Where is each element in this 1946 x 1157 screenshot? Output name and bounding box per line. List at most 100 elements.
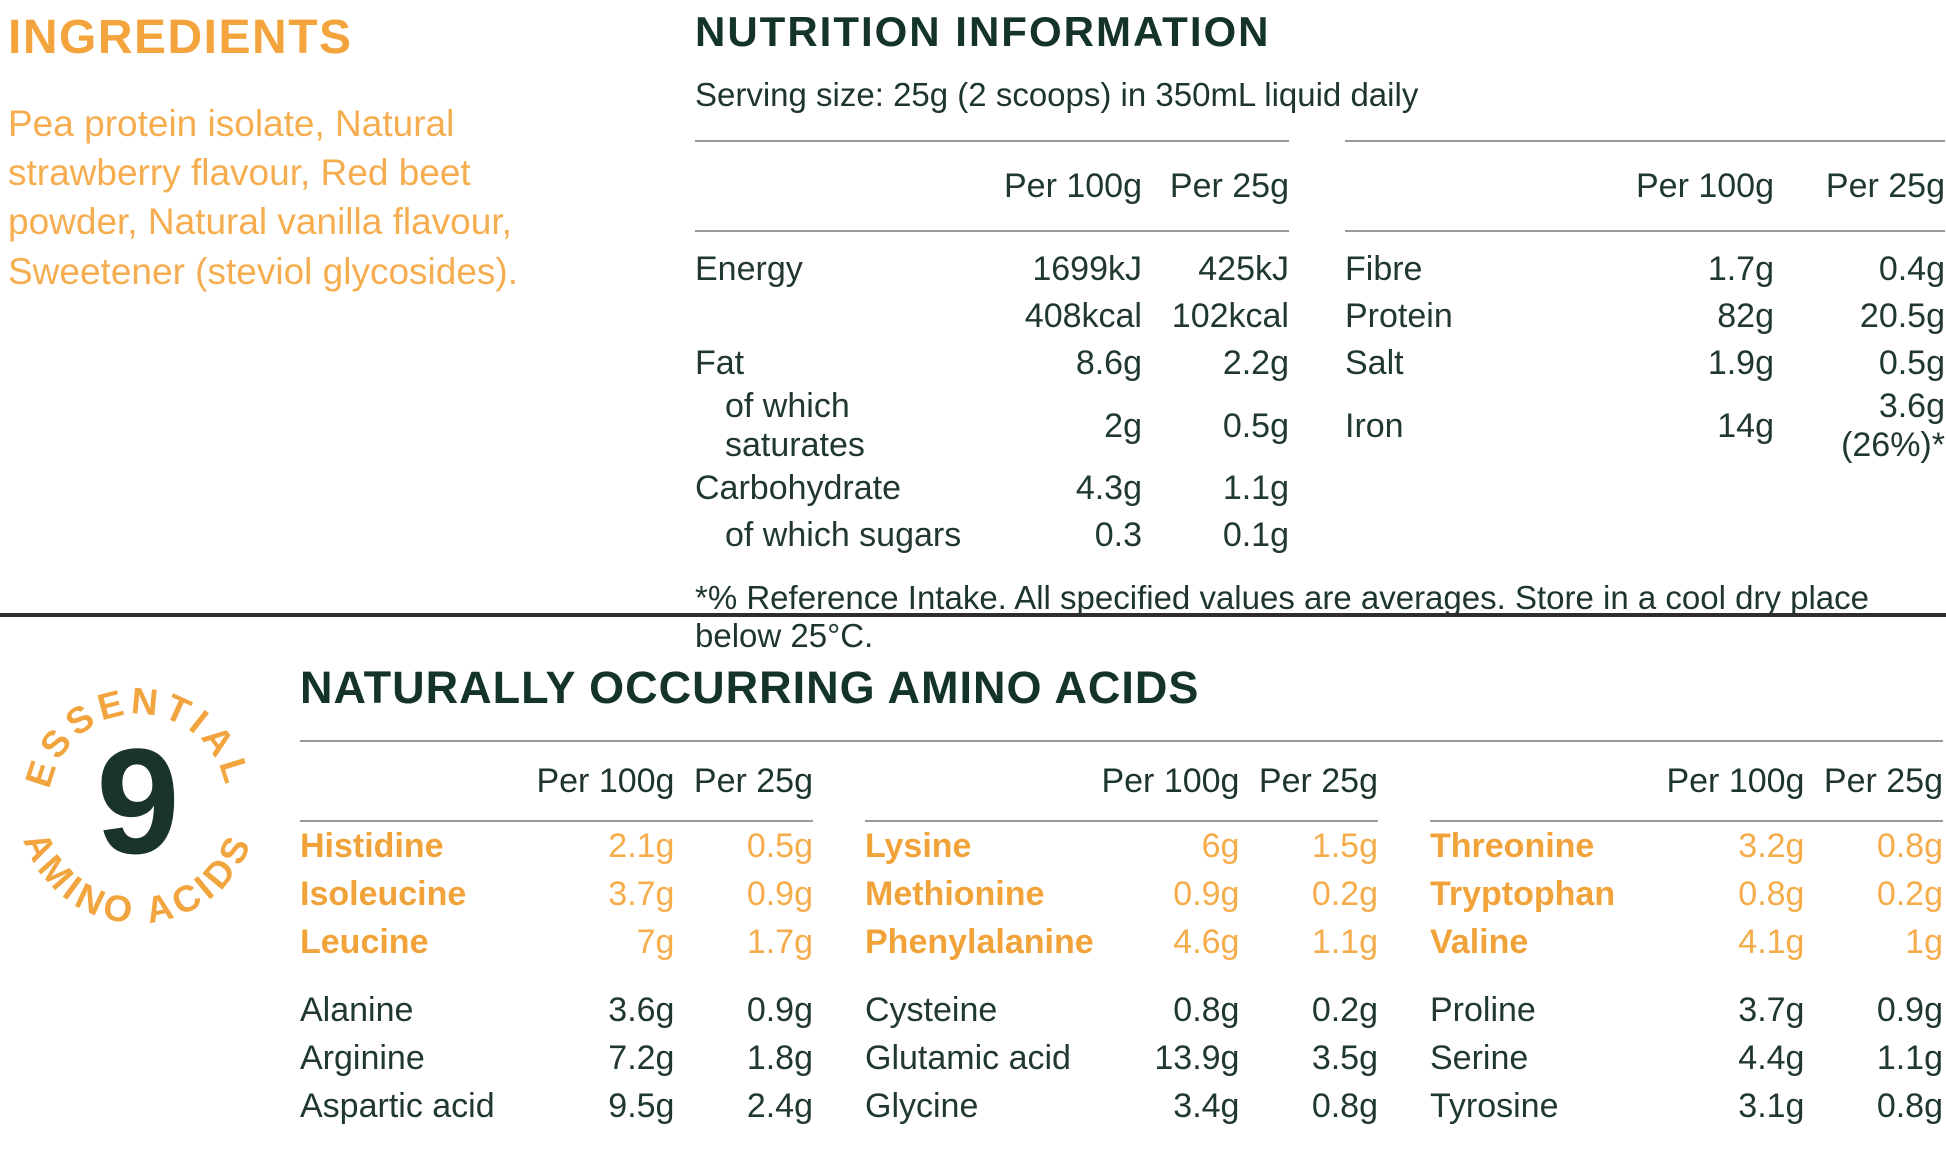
spacer (865, 966, 1378, 986)
amino-per100g: 0.8g (1738, 874, 1805, 913)
col-header-empty (695, 140, 995, 232)
col-header-per25g: Per 25g (1142, 140, 1289, 232)
row-per100g: 8.6g (1075, 344, 1142, 382)
row-label: Protein (1345, 297, 1453, 335)
amino-table-3: Per 100g Per 25g Threonine 3.2g 0.8g Tryptoph… (1430, 742, 1943, 1130)
amino-per100g: 6g (1201, 826, 1240, 865)
essential-amino-badge: ESSENTIAL AMINO ACIDS 9 (16, 680, 256, 932)
amino-per100g: 4.6g (1173, 922, 1240, 961)
amino-name: Arginine (300, 1038, 425, 1077)
amino-name: Serine (1430, 1038, 1529, 1077)
nutrition-header-row: Per 100g Per 25g (695, 140, 1289, 232)
col-header-per25g: Per 25g (674, 742, 813, 822)
row-per25g: 0.4g (1878, 250, 1945, 288)
amino-header-row: Per 100g Per 25g (300, 742, 813, 822)
col-header-empty (865, 742, 1101, 822)
amino-name: Phenylalanine (865, 922, 1094, 961)
row-label: of which sugars (725, 516, 962, 554)
amino-per25g: 0.2g (1311, 990, 1378, 1029)
amino-per25g: 3.5g (1311, 1038, 1378, 1077)
serving-size: Serving size: 25g (2 scoops) in 350mL li… (695, 76, 1419, 113)
row-label: Iron (1345, 406, 1404, 445)
row-per25g: 0.5g (1878, 344, 1945, 382)
amino-name: Tryptophan (1430, 874, 1616, 913)
amino-per100g: 0.8g (1173, 990, 1240, 1029)
amino-name: Glycine (865, 1086, 979, 1125)
amino-row: Cysteine 0.8g 0.2g (865, 986, 1378, 1034)
amino-per25g: 0.5g (746, 826, 813, 865)
amino-row: Threonine 3.2g 0.8g (1430, 821, 1943, 870)
col-header-empty (300, 742, 536, 822)
amino-row: Alanine 3.6g 0.9g (300, 986, 813, 1034)
col-header-per100g: Per 100g (1665, 742, 1805, 822)
nutrition-row: Fibre 1.7g 0.4g (1345, 231, 1945, 293)
nutrition-section: NUTRITION INFORMATION Serving size: 25g … (695, 8, 1946, 655)
amino-per100g: 4.4g (1738, 1038, 1805, 1077)
amino-name: Glutamic acid (865, 1038, 1071, 1077)
nutrition-row: Energy 1699kJ 425kJ (695, 231, 1289, 293)
amino-per25g: 1.5g (1311, 826, 1378, 865)
col-header-per100g: Per 100g (1599, 140, 1774, 232)
nutrition-row: of which saturates 2g 0.5g (695, 387, 1289, 465)
amino-name: Proline (1430, 990, 1536, 1029)
spacer-row (300, 966, 813, 986)
amino-per100g: 9.5g (608, 1086, 675, 1125)
amino-per100g: 3.7g (608, 874, 675, 913)
amino-row: Lysine 6g 1.5g (865, 821, 1378, 870)
amino-row: Serine 4.4g 1.1g (1430, 1034, 1943, 1082)
amino-per25g: 0.9g (746, 874, 813, 913)
row-per25g: 2.2g (1222, 344, 1289, 382)
amino-per100g: 3.1g (1738, 1086, 1805, 1125)
amino-row: Phenylalanine 4.6g 1.1g (865, 918, 1378, 966)
amino-per25g: 0.8g (1876, 1086, 1943, 1125)
col-header-per100g: Per 100g (995, 140, 1142, 232)
amino-per100g: 3.7g (1738, 990, 1805, 1029)
amino-row: Tryptophan 0.8g 0.2g (1430, 870, 1943, 918)
ingredients-title: INGREDIENTS (8, 11, 353, 64)
row-per100g: 82g (1717, 297, 1774, 335)
amino-row: Histidine 2.1g 0.5g (300, 821, 813, 870)
reference-intake-footnote: *% Reference Intake. All specified value… (695, 579, 1869, 654)
ingredients-text: Pea protein isolate, Natural strawberry … (8, 103, 518, 292)
amino-table-2: Per 100g Per 25g Lysine 6g 1.5g Methionine 0.9… (865, 742, 1378, 1130)
spacer-row (1430, 966, 1943, 986)
amino-per25g: 1.8g (746, 1038, 813, 1077)
amino-name: Aspartic acid (300, 1086, 495, 1125)
amino-per25g: 1.7g (746, 922, 813, 961)
amino-per25g: 0.2g (1311, 874, 1378, 913)
row-label (695, 293, 995, 340)
row-label: Salt (1345, 344, 1404, 382)
col-header-per100g: Per 100g (1100, 742, 1240, 822)
amino-per25g: 0.2g (1876, 874, 1943, 913)
amino-acids-section: NATURALLY OCCURRING AMINO ACIDS Per 100g… (300, 662, 1943, 1130)
col-header-per100g: Per 100g (535, 742, 675, 822)
nutrition-row: Salt 1.9g 0.5g (1345, 340, 1945, 387)
spacer (300, 966, 813, 986)
row-label: Energy (695, 250, 803, 288)
nutrition-row: of which sugars 0.3 0.1g (695, 512, 1289, 559)
nutrition-title: NUTRITION INFORMATION (695, 8, 1271, 55)
amino-per25g: 0.8g (1311, 1086, 1378, 1125)
amino-table-1: Per 100g Per 25g Histidine 2.1g 0.5g Isoleuci… (300, 742, 813, 1130)
spacer (1430, 966, 1943, 986)
nutrition-header-row: Per 100g Per 25g (1345, 140, 1945, 232)
col-header-empty (1430, 742, 1666, 822)
badge-number-9: 9 (96, 717, 179, 885)
nutrition-tables: Per 100g Per 25g Energy 1699kJ 425kJ 408kca… (695, 140, 1946, 559)
row-per100g: 1.7g (1707, 250, 1774, 288)
row-per100g: 0.3 (1094, 516, 1142, 554)
col-header-per25g: Per 25g (1804, 742, 1943, 822)
row-per100g: 408kcal (1024, 297, 1142, 335)
row-per100g: 1699kJ (1032, 250, 1142, 288)
amino-row: Valine 4.1g 1g (1430, 918, 1943, 966)
spacer-row (865, 966, 1378, 986)
amino-row: Leucine 7g 1.7g (300, 918, 813, 966)
col-header-per25g: Per 25g (1774, 140, 1945, 232)
amino-per100g: 13.9g (1154, 1038, 1240, 1077)
amino-name: Tyrosine (1430, 1086, 1559, 1125)
row-label: Carbohydrate (695, 469, 902, 507)
row-label: of which saturates (725, 387, 865, 464)
nutrition-table-left: Per 100g Per 25g Energy 1699kJ 425kJ 408kca… (695, 140, 1289, 559)
row-label: Fat (695, 344, 745, 382)
amino-name: Cysteine (865, 990, 998, 1029)
